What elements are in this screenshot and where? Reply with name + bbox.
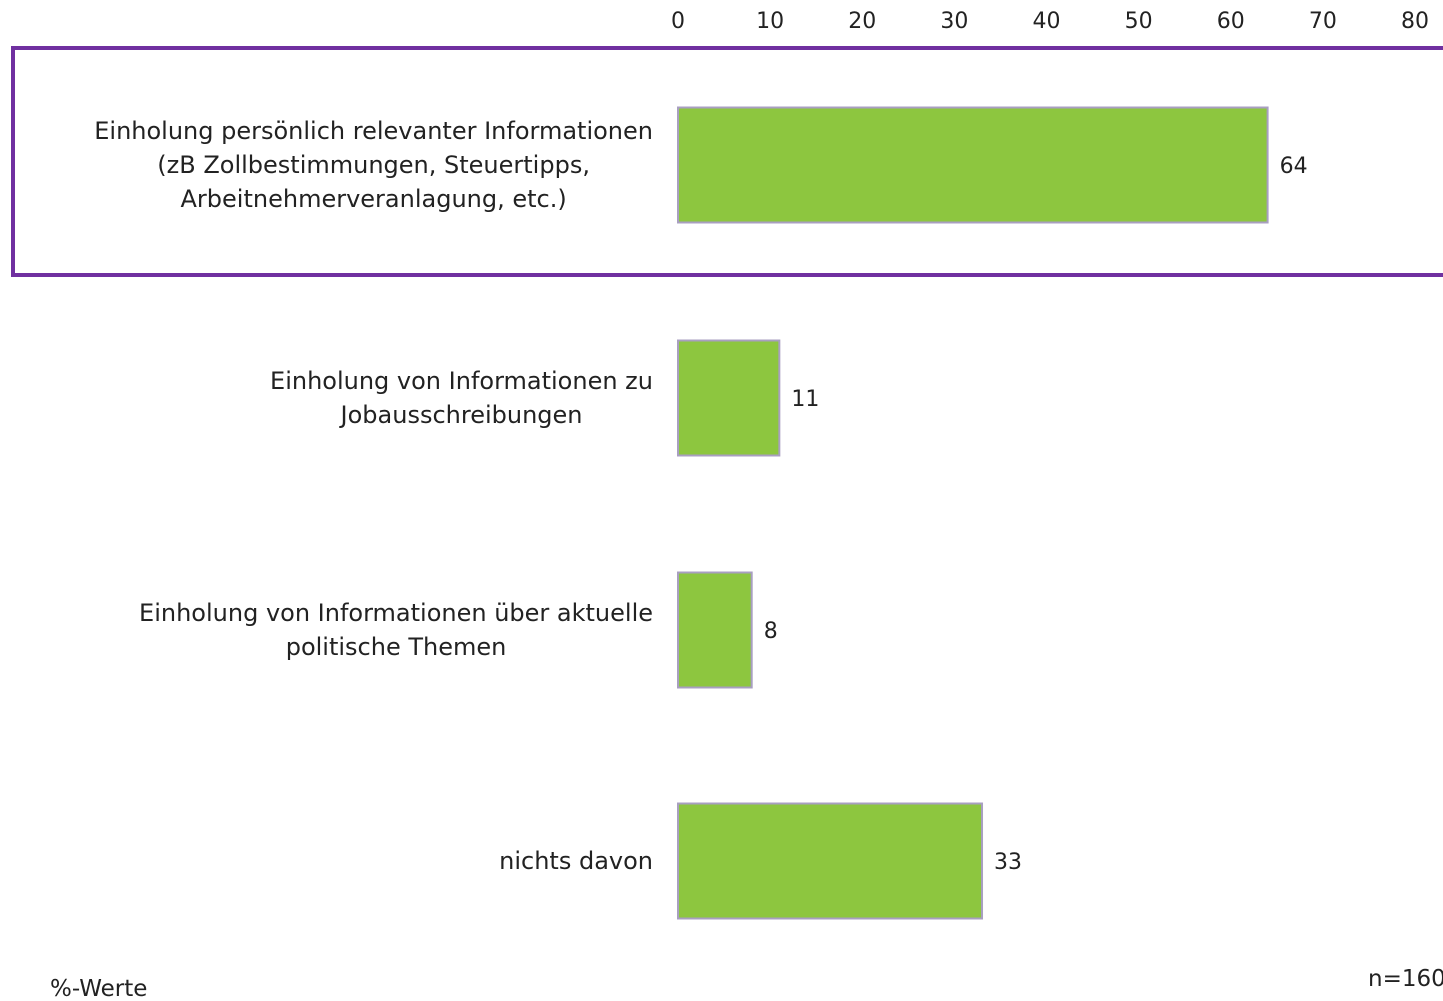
value-label: 64 (1280, 154, 1308, 179)
x-tick-label: 40 (1033, 9, 1061, 34)
x-tick-label: 80 (1401, 9, 1429, 34)
x-tick-label: 20 (848, 9, 876, 34)
note: %-Werte (50, 976, 148, 1001)
value-label: 33 (994, 850, 1022, 875)
x-tick-label: 70 (1309, 9, 1337, 34)
bar (677, 571, 753, 689)
bar (677, 339, 781, 457)
value-label: 8 (764, 619, 778, 644)
category-label: Einholung von Informationen zu Jobaussch… (270, 367, 653, 429)
x-tick-label: 50 (1125, 9, 1153, 34)
category-label: Einholung persönlich relevanter Informat… (94, 117, 653, 213)
highlight-box (11, 46, 1443, 277)
x-tick-label: 60 (1217, 9, 1245, 34)
category-label-box: Einholung persönlich relevanter Informat… (3, 105, 653, 225)
category-label: nichts davon (499, 847, 653, 875)
value-label: 11 (791, 387, 819, 412)
x-tick-label: 10 (756, 9, 784, 34)
sample-size: n=160 (1368, 966, 1443, 992)
category-label-box: nichts davon (3, 801, 653, 921)
category-label: Einholung von Informationen über aktuell… (139, 599, 653, 661)
x-tick-label: 30 (940, 9, 968, 34)
category-label-box: Einholung von Informationen zu Jobaussch… (3, 338, 653, 458)
category-label-box: Einholung von Informationen über aktuell… (3, 570, 653, 690)
bar (677, 802, 984, 920)
x-tick-label: 0 (671, 9, 685, 34)
bar (677, 106, 1269, 224)
